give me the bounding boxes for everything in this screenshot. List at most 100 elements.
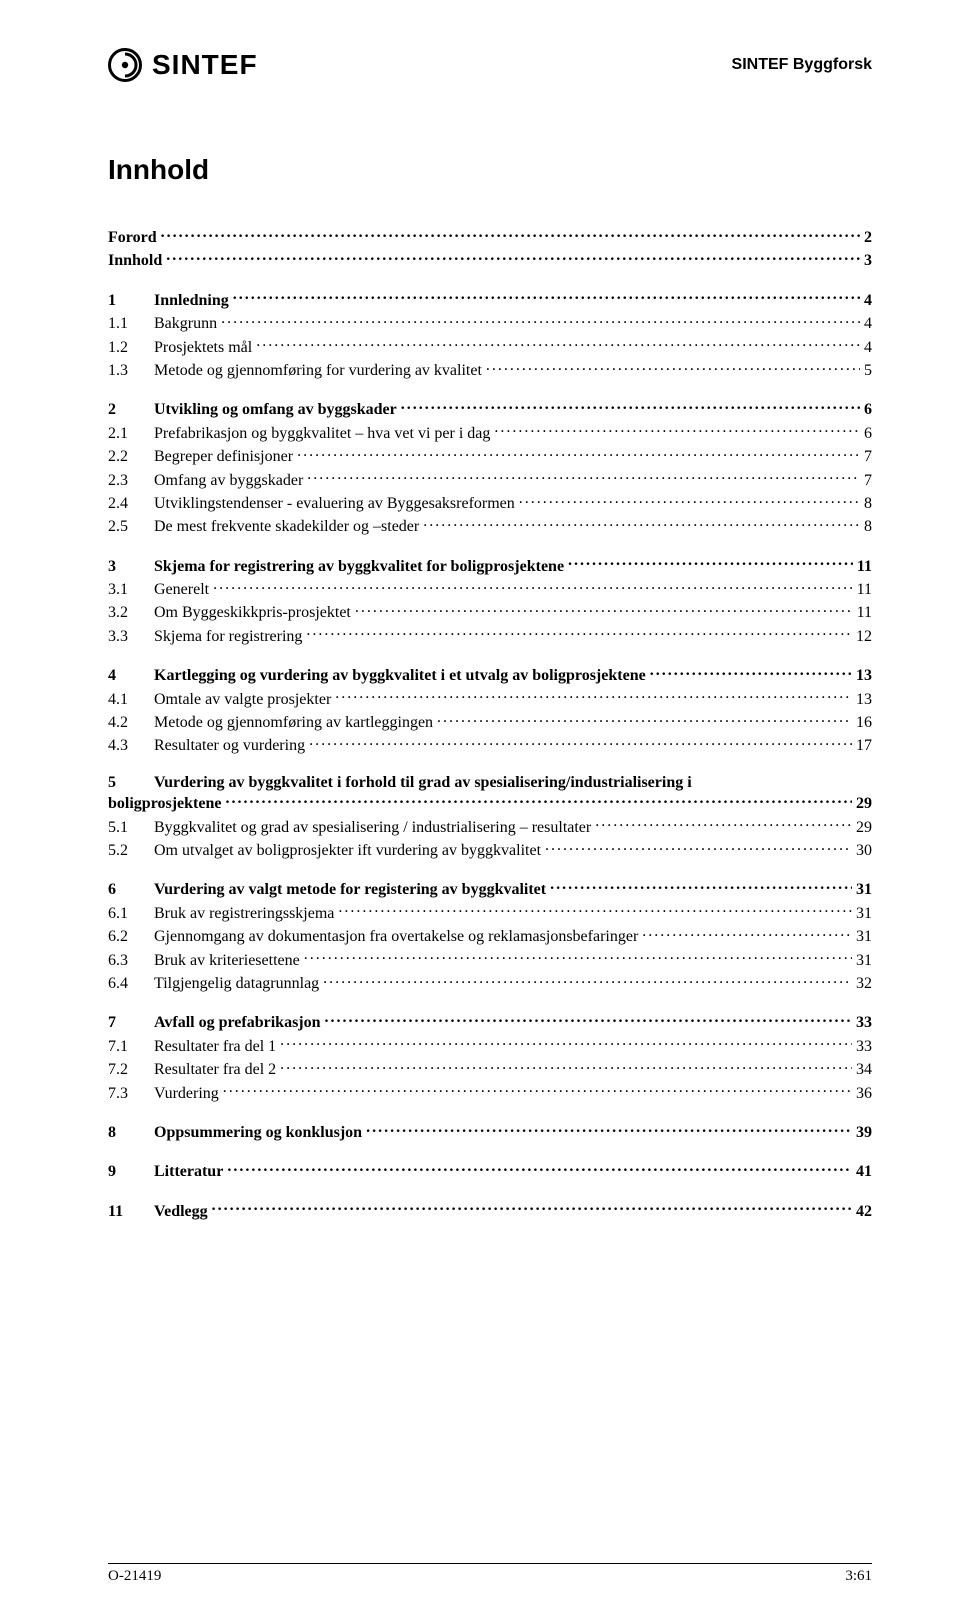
toc-entry-number: 1.3 [108,362,154,380]
toc-leader-dots [213,578,853,594]
toc-entry: 4.1Omtale av valgte prosjekter13 [108,688,872,709]
toc-entry-page: 8 [864,495,872,513]
toc-entry-page: 31 [856,905,872,923]
toc-entry-label: Skjema for registrering [154,628,302,646]
sintef-logo-word: SINTEF [152,49,258,81]
toc-entry-page: 41 [856,1163,872,1181]
toc-entry-number: 4 [108,667,154,685]
toc-entry-number: 6.2 [108,928,154,946]
toc-entry: 7.3Vurdering36 [108,1082,872,1103]
page-footer: O-21419 3:61 [108,1563,872,1585]
toc-entry: 6Vurdering av valgt metode for registeri… [108,878,872,899]
toc-leader-dots [595,816,852,832]
toc-entry: 6.3Bruk av kriteriesettene31 [108,949,872,970]
toc-entry-label: Vurdering [154,1085,219,1103]
toc-entry: Innhold3 [108,249,872,270]
toc-entry: 6.4Tilgjengelig datagrunnlag32 [108,972,872,993]
toc-leader-dots [223,1082,852,1098]
toc-leader-dots [338,902,852,918]
toc-entry-page: 11 [857,604,872,622]
toc-entry-number: 2.3 [108,472,154,490]
toc-leader-dots [233,289,860,305]
toc-leader-dots [423,515,860,531]
toc-entry-page: 6 [864,401,872,419]
toc-entry: 4Kartlegging og vurdering av byggkvalite… [108,664,872,685]
toc-leader-dots [437,711,852,727]
toc-leader-dots [335,688,852,704]
toc-entry-label: boligprosjektene [108,795,221,813]
toc-entry-number: 5.1 [108,819,154,837]
toc-entry-number: 5 [108,774,154,792]
toc-entry-label: Generelt [154,581,209,599]
toc-entry-page: 33 [856,1038,872,1056]
toc-entry: 5.1Byggkvalitet og grad av spesialiserin… [108,816,872,837]
toc-entry-page: 4 [864,315,872,333]
toc-leader-dots [280,1035,852,1051]
toc-entry-page: 31 [856,881,872,899]
toc-entry-number: 2.5 [108,518,154,536]
toc-entry-number: 1.1 [108,315,154,333]
toc-entry: 9Litteratur41 [108,1160,872,1181]
toc-entry: 3.2Om Byggeskikkpris-prosjektet11 [108,601,872,622]
toc-entry-label: Skjema for registrering av byggkvalitet … [154,558,564,576]
toc-entry-number: 8 [108,1124,154,1142]
toc-entry-page: 42 [856,1203,872,1221]
toc-entry-label: Byggkvalitet og grad av spesialisering /… [154,819,591,837]
toc-leader-dots [161,226,860,242]
toc-entry-label: Resultater og vurdering [154,737,305,755]
toc-entry-label: Resultater fra del 2 [154,1061,276,1079]
toc-entry-label: Vurdering av valgt metode for registerin… [154,881,546,899]
toc-entry-page: 3 [864,252,872,270]
toc-leader-dots [568,555,853,571]
toc-entry-label: Prosjektets mål [154,339,252,357]
toc-entry-label: Bruk av kriteriesettene [154,952,300,970]
toc-leader-dots [545,839,852,855]
toc-entry-label: Gjennomgang av dokumentasjon fra overtak… [154,928,638,946]
toc-entry-page: 5 [864,362,872,380]
toc-leader-dots [642,925,852,941]
toc-entry-page: 13 [856,667,872,685]
toc-entry-page: 12 [856,628,872,646]
toc-entry-label: Om Byggeskikkpris-prosjektet [154,604,351,622]
toc-entry-number: 2 [108,401,154,419]
toc-entry-number: 3 [108,558,154,576]
toc-entry-number: 11 [108,1203,154,1221]
sintef-logo-icon [108,48,142,82]
toc-entry-number: 6.1 [108,905,154,923]
toc-entry: 2.1Prefabrikasjon og byggkvalitet – hva … [108,422,872,443]
toc-entry-page: 31 [856,928,872,946]
toc-leader-dots [519,492,860,508]
toc-leader-dots [355,601,853,617]
toc-entry: 5.2Om utvalget av boligprosjekter ift vu… [108,839,872,860]
toc-entry-page: 8 [864,518,872,536]
toc-entry: 7Avfall og prefabrikasjon33 [108,1011,872,1032]
toc-leader-dots [225,792,852,808]
toc-entry-number: 3.1 [108,581,154,599]
toc-entry-label: Vurdering av byggkvalitet i forhold til … [154,774,692,792]
toc-entry-page: 11 [857,558,872,576]
toc-leader-dots [323,972,852,988]
toc-entry-page: 32 [856,975,872,993]
toc-leader-dots [221,312,860,328]
toc-entry-number: 6.3 [108,952,154,970]
toc-entry-page: 7 [864,472,872,490]
footer-right: 3:61 [845,1568,872,1585]
toc-entry: 4.2Metode og gjennomføring av kartleggin… [108,711,872,732]
toc-leader-dots [306,625,852,641]
toc-entry-page: 29 [856,795,872,813]
toc-entry-number: 3.3 [108,628,154,646]
toc-entry-label: Omfang av byggskader [154,472,303,490]
toc-leader-dots [401,398,860,414]
toc-entry-label: Tilgjengelig datagrunnlag [154,975,319,993]
toc-entry: 4.3Resultater og vurdering17 [108,734,872,755]
toc-entry: 2.2Begreper definisjoner7 [108,445,872,466]
toc-entry-number: 7.2 [108,1061,154,1079]
toc-entry-number: 4.1 [108,691,154,709]
toc-leader-dots [650,664,852,680]
toc-entry-page: 16 [856,714,872,732]
sintef-logo: SINTEF [108,48,258,82]
toc-entry-page: 4 [864,339,872,357]
toc-entry-label: Litteratur [154,1163,223,1181]
toc-entry-label: Metode og gjennomføring av kartleggingen [154,714,433,732]
toc-entry: 3.3Skjema for registrering 12 [108,625,872,646]
